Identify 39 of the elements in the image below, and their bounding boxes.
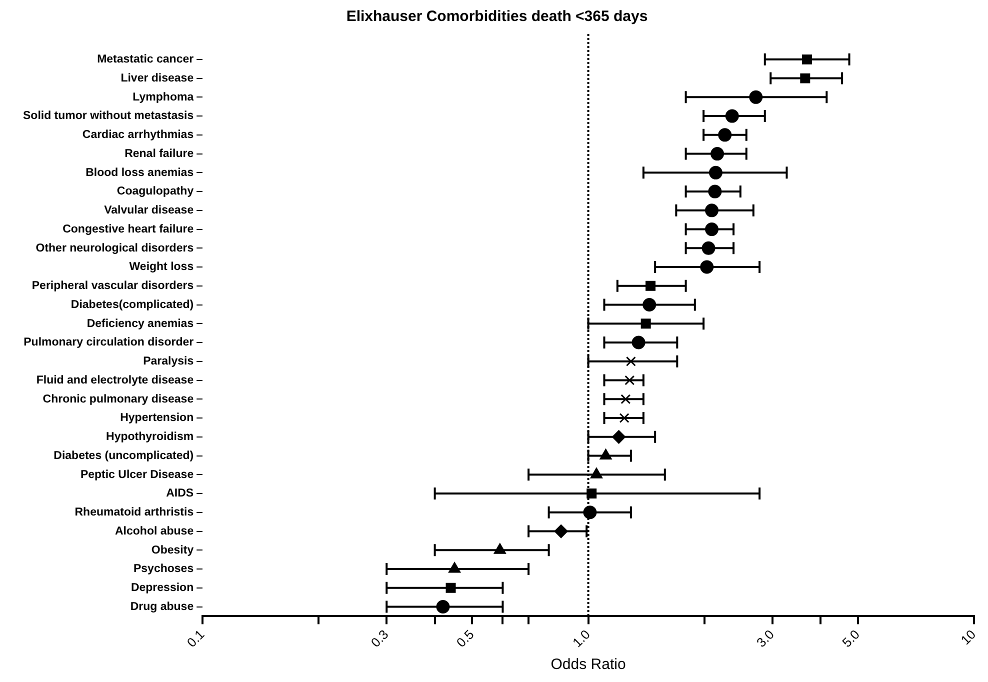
y-tick-label: Rheumatoid arthristis: [74, 506, 194, 519]
x-tick-label: 0.1: [184, 626, 208, 650]
y-tick-label: AIDS: [166, 488, 194, 500]
y-tick-label: Liver disease: [120, 72, 194, 84]
y-tick-label: Congestive heart failure: [62, 223, 194, 236]
x-tick-label: 1.0: [570, 626, 593, 650]
y-tick-label: Renal failure: [124, 148, 194, 160]
y-tick-label: Alcohol abuse: [114, 525, 194, 538]
chart-title: Elixhauser Comorbidities death <365 days: [346, 8, 648, 26]
y-tick-label: Lymphoma: [132, 91, 194, 104]
y-tick-label: Chronic pulmonary disease: [42, 393, 194, 406]
y-tick-label: Weight loss: [129, 261, 194, 274]
x-tick-label: 0.3: [368, 626, 392, 650]
y-tick-label: Other neurological disorders: [36, 242, 194, 254]
y-tick-label: Drug abuse: [130, 600, 194, 613]
x-tick-label: 10: [958, 626, 979, 648]
y-tick-label: Peptic Ulcer Disease: [80, 468, 194, 481]
y-tick-label: Solid tumor without metastasis: [22, 110, 194, 122]
y-tick-label: Cardiac arrhythmias: [82, 129, 194, 142]
y-tick-label: Hypothyroidism: [106, 431, 194, 444]
y-tick-label: Diabetes(complicated): [70, 298, 194, 311]
y-tick-label: Valvular disease: [104, 204, 194, 217]
y-tick-label: Obesity: [151, 544, 194, 556]
x-axis-title: Odds Ratio: [550, 656, 626, 674]
x-tick-label: 0.5: [453, 626, 477, 650]
y-tick-label: Paralysis: [143, 356, 194, 368]
x-tick-label: 5.0: [839, 626, 863, 650]
y-tick-label: Metastatic cancer: [97, 54, 194, 66]
y-tick-label: Fluid and electrolyte disease: [36, 374, 194, 386]
y-tick-label: Diabetes (uncomplicated): [54, 450, 194, 462]
y-tick-label: Blood loss anemias: [86, 166, 194, 179]
x-tick-label: 3.0: [754, 626, 777, 650]
y-tick-label: Psychoses: [133, 563, 194, 576]
y-tick-label: Deficiency anemias: [86, 318, 194, 330]
y-tick-label: Peripheral vascular disorders: [32, 280, 194, 292]
y-tick-label: Hypertension: [120, 412, 194, 424]
y-tick-label: Pulmonary circulation disorder: [24, 336, 194, 349]
y-tick-label: Coagulopathy: [116, 186, 194, 198]
y-tick-label: Depression: [130, 582, 194, 594]
